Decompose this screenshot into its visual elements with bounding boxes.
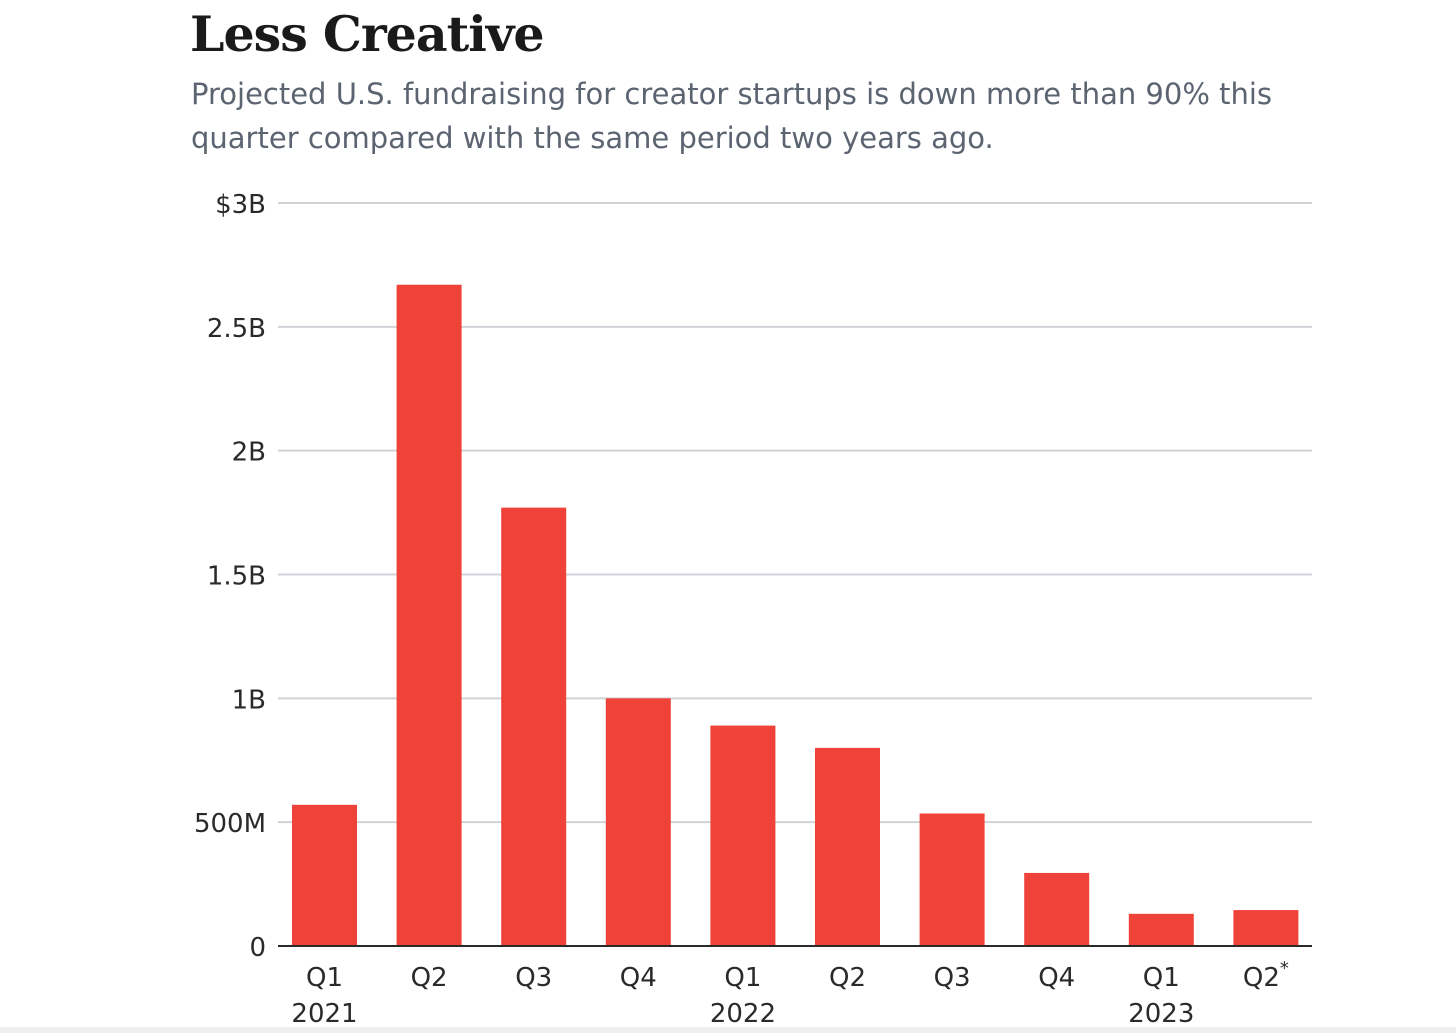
bar <box>292 804 357 946</box>
x-tick-label: Q4 <box>1038 963 1075 993</box>
bar <box>710 725 776 946</box>
x-year-label: 2022 <box>710 999 776 1029</box>
x-tick-label: Q4 <box>620 963 657 993</box>
bar <box>605 698 671 946</box>
bar <box>501 507 567 946</box>
y-tick-label: 1B <box>232 685 266 715</box>
bar <box>919 813 985 946</box>
x-tick-footnote-mark: * <box>1280 958 1289 979</box>
y-axis-ticks: 0 500M 1B 1.5B 2B 2.5B $3B <box>194 190 266 963</box>
bars <box>292 284 1299 947</box>
y-tick-label: 0 <box>249 933 266 963</box>
chart-title: Less Creative <box>190 5 544 63</box>
bar <box>1128 913 1194 946</box>
bar <box>815 747 880 946</box>
x-tick-label: Q2 <box>411 963 448 993</box>
x-tick-label: Q1 <box>306 963 343 993</box>
x-tick-label: Q1 <box>724 963 761 993</box>
chart-subtitle: Projected U.S. fundraising for creator s… <box>191 77 1273 155</box>
x-tick-label: Q1 <box>1143 963 1180 993</box>
y-tick-label: 2.5B <box>207 314 266 344</box>
y-tick-label: 2B <box>232 438 266 468</box>
bar <box>1024 872 1090 946</box>
x-axis-ticks: Q1 Q2 Q3 Q4 Q1 Q2 Q3 Q4 Q1 Q2* 2021 2022 2023 <box>291 958 1288 1029</box>
y-tick-label: 1.5B <box>207 562 266 592</box>
x-tick-label: Q3 <box>934 963 971 993</box>
y-tick-label: 500M <box>194 809 266 839</box>
x-year-label: 2021 <box>291 999 357 1029</box>
x-tick-label: Q2 <box>829 963 866 993</box>
bar <box>396 284 462 947</box>
x-tick-label: Q2* <box>1243 958 1289 993</box>
bar <box>1233 910 1299 946</box>
bottom-edge <box>0 1027 1456 1033</box>
x-tick-label: Q3 <box>515 963 552 993</box>
x-year-label: 2023 <box>1128 999 1194 1029</box>
y-tick-label: $3B <box>215 190 266 220</box>
